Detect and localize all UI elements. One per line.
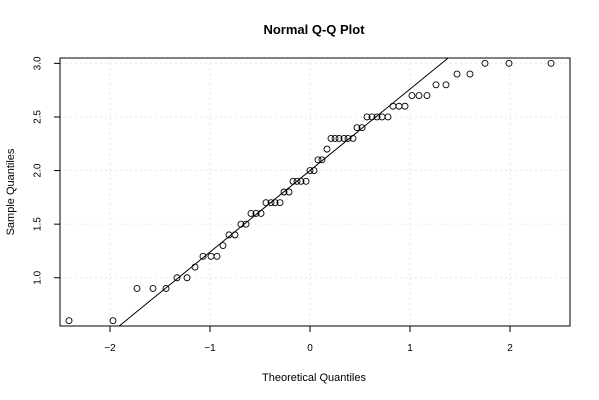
- data-point: [344, 134, 352, 142]
- data-point: [327, 134, 335, 142]
- points: [65, 59, 555, 325]
- data-point: [191, 263, 199, 271]
- data-point: [293, 177, 301, 185]
- y-tick-label: 1.0: [33, 270, 44, 284]
- data-point: [173, 274, 181, 282]
- data-point: [237, 220, 245, 228]
- y-tick-label: 2.5: [33, 110, 44, 124]
- data-point: [395, 102, 403, 110]
- data-point: [340, 134, 348, 142]
- x-axis-title: Theoretical Quantiles: [262, 372, 366, 384]
- data-point: [242, 220, 250, 228]
- data-point: [384, 113, 392, 121]
- data-point: [257, 209, 265, 217]
- data-point: [289, 177, 297, 185]
- data-point: [331, 134, 339, 142]
- data-point: [267, 199, 275, 207]
- data-point: [318, 156, 326, 164]
- x-tick-label: 2: [507, 343, 513, 354]
- data-point: [358, 124, 366, 132]
- x-tick-label: −1: [204, 343, 216, 354]
- data-point: [149, 285, 157, 292]
- data-point: [335, 134, 343, 142]
- data-point: [247, 209, 255, 217]
- x-tick-label: 1: [407, 343, 413, 354]
- grid: [60, 58, 570, 326]
- data-point: [302, 177, 310, 185]
- data-point: [276, 199, 284, 207]
- data-point: [219, 242, 227, 250]
- data-point: [368, 113, 376, 121]
- data-point: [389, 102, 397, 110]
- data-point: [432, 81, 440, 89]
- data-point: [310, 167, 318, 175]
- x-tick-label: −2: [104, 343, 116, 354]
- data-point: [207, 252, 215, 260]
- data-point: [306, 167, 314, 175]
- data-point: [505, 59, 513, 67]
- data-point: [323, 145, 331, 153]
- data-point: [280, 188, 288, 196]
- data-point: [408, 92, 416, 99]
- data-point: [183, 274, 191, 282]
- data-point: [109, 317, 117, 325]
- y-axis: 1.0 1.5 2.0 2.5 3.0: [33, 56, 61, 285]
- data-point: [297, 177, 305, 185]
- data-point: [213, 252, 221, 260]
- data-point: [547, 59, 555, 67]
- data-point: [353, 124, 361, 132]
- data-point: [162, 285, 170, 292]
- data-point: [314, 156, 322, 164]
- data-point: [466, 70, 474, 78]
- x-axis: −2 −1 0 1 2: [104, 325, 513, 354]
- y-tick-label: 2.0: [33, 163, 44, 177]
- data-point: [231, 231, 239, 239]
- data-point: [252, 209, 260, 217]
- data-point: [481, 59, 489, 67]
- data-point: [401, 102, 409, 110]
- data-point: [453, 70, 461, 78]
- data-point: [285, 188, 293, 196]
- y-tick-label: 3.0: [33, 56, 44, 70]
- y-tick-label: 1.5: [33, 217, 44, 231]
- data-point: [199, 252, 207, 260]
- data-point: [363, 113, 371, 121]
- x-tick-label: 0: [307, 343, 313, 354]
- reference-line: [118, 57, 449, 327]
- chart-title: Normal Q-Q Plot: [263, 22, 365, 37]
- data-point: [262, 199, 270, 207]
- data-point: [133, 285, 141, 292]
- y-axis-title: Sample Quantiles: [5, 148, 17, 235]
- data-point: [271, 199, 279, 207]
- data-point: [415, 92, 423, 99]
- data-point: [65, 317, 73, 325]
- data-point: [373, 113, 381, 121]
- data-point: [349, 134, 357, 142]
- data-point: [423, 92, 431, 99]
- data-point: [442, 81, 450, 89]
